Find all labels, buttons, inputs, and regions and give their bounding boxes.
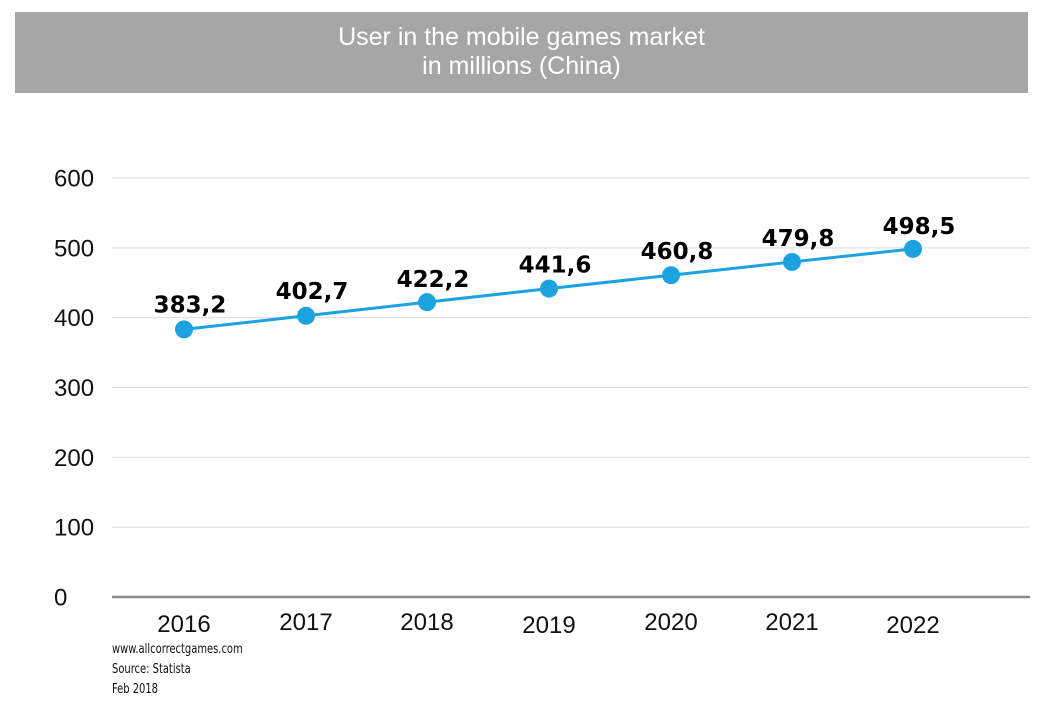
data-point [904,239,922,258]
data-label: 479,8 [762,226,835,252]
data-point [418,293,436,312]
data-point [662,266,680,285]
footer-notes: www.allcorrectgames.com Source: Statista… [112,640,243,700]
y-axis-ticks: 0 100 200 300 400 500 600 [54,166,94,612]
x-tick-label: 2020 [644,609,697,636]
data-point [175,320,193,339]
data-label: 460,8 [641,239,714,265]
y-tick-label: 400 [54,305,94,332]
data-label: 402,7 [276,279,349,305]
y-tick-label: 0 [54,585,67,612]
data-label: 498,5 [883,214,956,240]
data-point [297,306,315,325]
chart-title: User in the mobile games market [338,23,705,51]
y-tick-label: 500 [54,235,94,262]
y-tick-label: 200 [54,445,94,472]
footer-date: Feb 2018 [112,682,159,697]
data-point [540,279,558,298]
x-tick-label: 2019 [522,612,575,639]
gridlines [112,177,1030,599]
y-tick-label: 300 [54,375,94,402]
x-tick-label: 2021 [765,609,818,636]
data-label: 383,2 [154,292,227,318]
x-tick-label: 2017 [279,609,332,636]
x-tick-label: 2016 [157,611,210,638]
data-labels: 383,2 402,7 422,2 441,6 460,8 479,8 498,5 [154,214,956,319]
chart-title-banner: User in the mobile games market in milli… [15,12,1028,93]
footer-website: www.allcorrectgames.com [112,642,243,657]
data-label: 422,2 [397,267,470,293]
x-tick-label: 2022 [886,612,939,639]
y-tick-label: 100 [54,515,94,542]
y-tick-label: 600 [54,166,94,193]
data-points [175,239,922,339]
data-label: 441,6 [519,253,592,279]
x-axis-ticks: 2016 2017 2018 2019 2020 2021 2022 [157,609,939,639]
data-point [783,252,801,271]
footer-source: Source: Statista [112,662,191,677]
chart-subtitle: in millions (China) [422,52,621,80]
x-tick-label: 2018 [400,609,453,636]
